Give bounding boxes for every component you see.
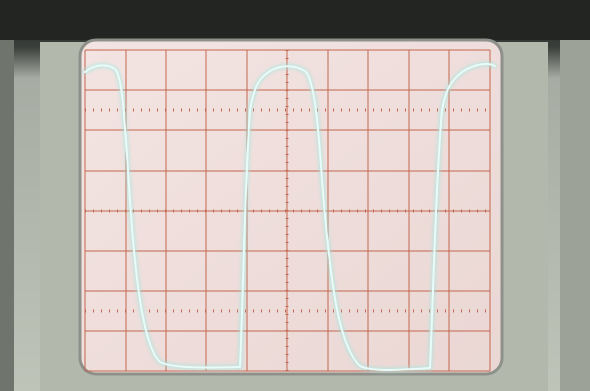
right-edge [560, 0, 590, 391]
top-shadow [0, 0, 590, 40]
page: {} [0, 0, 590, 391]
left-edge [0, 0, 14, 391]
oscilloscope-photo [0, 0, 590, 391]
